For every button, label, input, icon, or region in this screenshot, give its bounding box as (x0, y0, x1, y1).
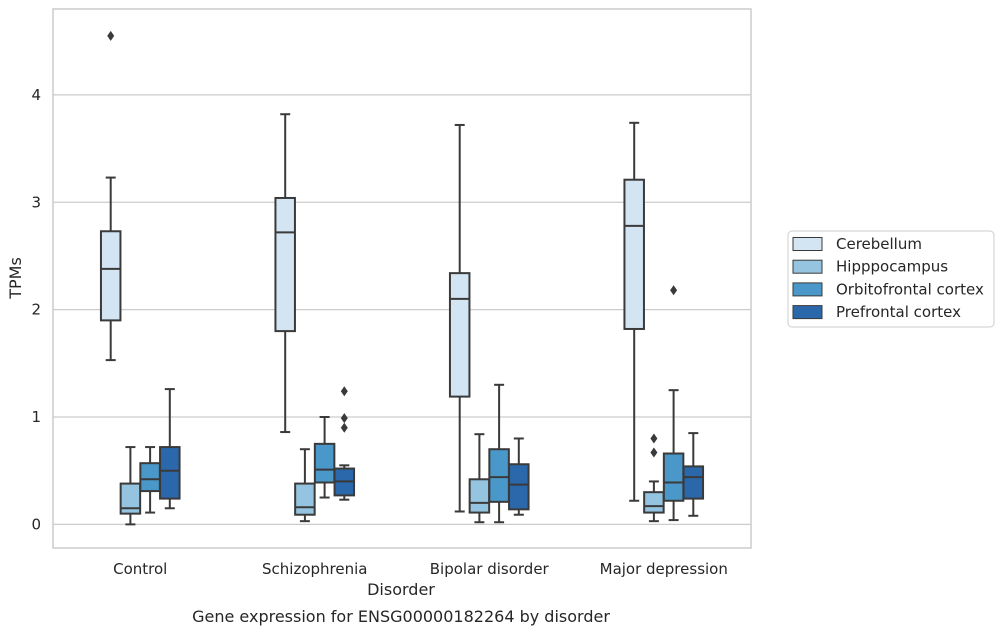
plot-area-frame (52, 8, 752, 549)
legend-swatch (792, 237, 823, 251)
y-tick-label: 4 (31, 86, 41, 104)
box-hipppocampus (468, 433, 491, 524)
y-tick-label: 2 (31, 301, 41, 319)
outlier-point (650, 433, 658, 444)
box-hipppocampus (643, 433, 665, 523)
y-tick-label: 3 (31, 193, 41, 211)
x-tick-label: Major depression (600, 560, 728, 578)
box-iqr (643, 491, 665, 514)
box-orbitofrontal-cortex (313, 416, 336, 499)
legend-item: Orbitofrontal cortex (792, 280, 984, 298)
outlier-point (340, 422, 348, 433)
outlier-point (670, 285, 678, 296)
box-iqr (448, 272, 471, 398)
legend-item: Hipppocampus (792, 258, 948, 276)
legend-frame (787, 230, 995, 328)
y-tick-label: 0 (31, 515, 41, 533)
box-iqr (313, 442, 336, 484)
chart-caption: Gene expression for ENSG00000182264 by d… (192, 607, 610, 626)
outlier-point (340, 386, 348, 397)
box-iqr (682, 465, 705, 500)
box-hipppocampus (294, 448, 316, 523)
x-tick-label: Bipolar disorder (430, 560, 550, 578)
legend-item: Prefrontal cortex (792, 303, 961, 321)
box-cerebellum (623, 121, 645, 502)
outlier-point (340, 413, 348, 424)
box-orbitofrontal-cortex (662, 285, 685, 522)
outlier-point (107, 30, 115, 41)
legend-swatch (792, 259, 823, 274)
box-iqr (468, 478, 491, 514)
legend[interactable]: Cerebellum Hipppocampus Orbitofrontal cort… (787, 230, 995, 328)
box-orbitofrontal-cortex (488, 383, 510, 524)
box-cerebellum (448, 123, 471, 513)
x-tick-label: Schizophrenia (262, 560, 367, 578)
legend-label: Orbitofrontal cortex (836, 280, 984, 298)
box-cerebellum (99, 30, 122, 362)
box-cerebellum (274, 113, 296, 434)
box-orbitofrontal-cortex (139, 446, 161, 514)
box-iqr (139, 462, 161, 493)
legend-swatch (792, 305, 823, 320)
box-iqr (119, 482, 142, 515)
box-hipppocampus (119, 446, 142, 526)
plot-marks (99, 30, 705, 526)
legend-item: Cerebellum (792, 235, 922, 253)
y-axis-ticks: 0 1 2 3 4 (31, 86, 41, 533)
box-prefrontal-cortex (333, 386, 356, 501)
legend-label: Hipppocampus (836, 258, 948, 276)
x-tick-label: Control (113, 560, 167, 578)
box-prefrontal-cortex (159, 388, 181, 510)
box-iqr (159, 446, 181, 500)
box-iqr (294, 482, 316, 516)
box-iqr (623, 178, 645, 330)
y-tick-label: 1 (31, 408, 41, 426)
box-prefrontal-cortex (682, 432, 705, 517)
box-iqr (488, 448, 510, 503)
box-iqr (274, 196, 296, 333)
x-axis-ticks: Control Schizophrenia Bipolar disorder Majo… (113, 560, 728, 578)
outlier-point (650, 447, 658, 458)
legend-label: Cerebellum (836, 235, 922, 253)
box-iqr (662, 452, 685, 502)
box-iqr (99, 230, 122, 322)
legend-label: Prefrontal cortex (836, 303, 961, 321)
gridlines (53, 94, 751, 525)
legend-swatch (792, 282, 823, 297)
y-axis-label: TPMs (6, 257, 25, 300)
box-iqr (508, 463, 530, 511)
box-prefrontal-cortex (508, 437, 530, 516)
x-axis-label: Disorder (367, 580, 435, 599)
